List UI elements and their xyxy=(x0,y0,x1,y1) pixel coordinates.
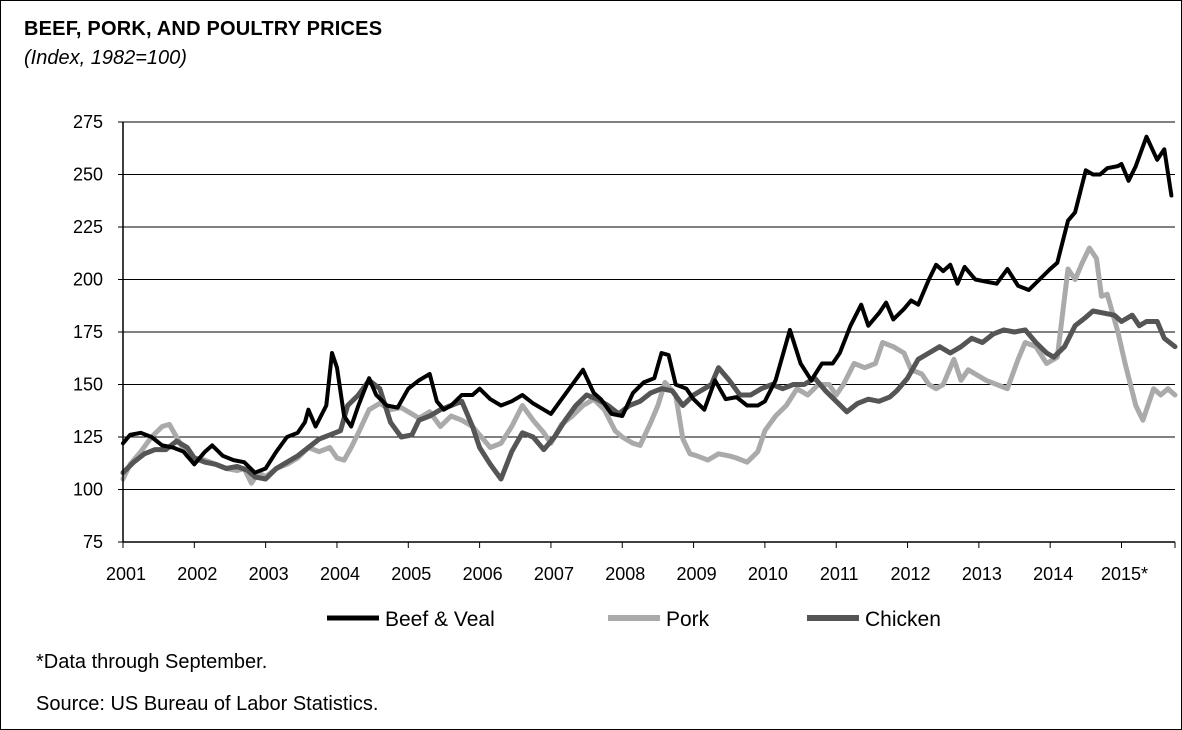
x-tick-label-2012: 2012 xyxy=(891,564,931,584)
y-tick-label-75: 75 xyxy=(83,532,103,552)
chart-title: BEEF, PORK, AND POULTRY PRICES xyxy=(24,18,383,40)
gridlines xyxy=(123,121,1175,490)
x-tick-label-2002: 2002 xyxy=(177,564,217,584)
series-line-beef-veal xyxy=(121,134,1174,475)
legend-label-beef-veal: Beef & Veal xyxy=(385,608,495,631)
y-tick-label-125: 125 xyxy=(73,427,103,447)
x-tick-label-2010: 2010 xyxy=(748,564,788,584)
source-note: Source: US Bureau of Labor Statistics. xyxy=(36,693,379,715)
footnote: *Data through September. xyxy=(36,651,268,673)
y-tick-label-275: 275 xyxy=(73,112,103,132)
y-axis-ticks: 75 100 125 150 175 200 225 250 275 xyxy=(73,112,123,552)
x-tick-label-2007: 2007 xyxy=(534,564,574,584)
x-tick-label-2006: 2006 xyxy=(463,564,503,584)
y-tick-label-225: 225 xyxy=(73,217,103,237)
x-tick-label-2004: 2004 xyxy=(320,564,360,584)
x-tick-label-2013: 2013 xyxy=(962,564,1002,584)
legend-label-chicken: Chicken xyxy=(865,608,941,631)
y-tick-label-150: 150 xyxy=(73,375,103,395)
axes xyxy=(122,122,1175,543)
x-tick-label-2003: 2003 xyxy=(249,564,289,584)
x-tick-label-2009: 2009 xyxy=(677,564,717,584)
legend-label-pork: Pork xyxy=(666,608,710,631)
x-tick-label-2011: 2011 xyxy=(820,564,859,584)
x-tick-label-2008: 2008 xyxy=(605,564,645,584)
chart-subtitle: (Index, 1982=100) xyxy=(24,47,187,69)
x-axis-ticks: 2001 2002 2003 2004 2005 2006 2007 2008 2009 2010… xyxy=(106,542,1176,584)
y-tick-label-175: 175 xyxy=(73,322,103,342)
series-lines xyxy=(120,134,1178,486)
y-tick-label-100: 100 xyxy=(73,480,103,500)
y-tick-label-200: 200 xyxy=(73,270,103,290)
y-tick-label-250: 250 xyxy=(73,165,103,185)
x-tick-label-2005: 2005 xyxy=(391,564,431,584)
series-line-chicken xyxy=(120,308,1178,482)
x-tick-label-2014: 2014 xyxy=(1033,564,1073,584)
legend: Beef & Veal Pork Chicken xyxy=(327,608,941,631)
x-tick-label-2001: 2001 xyxy=(106,564,146,584)
x-tick-label-2015*: 2015* xyxy=(1101,564,1148,584)
